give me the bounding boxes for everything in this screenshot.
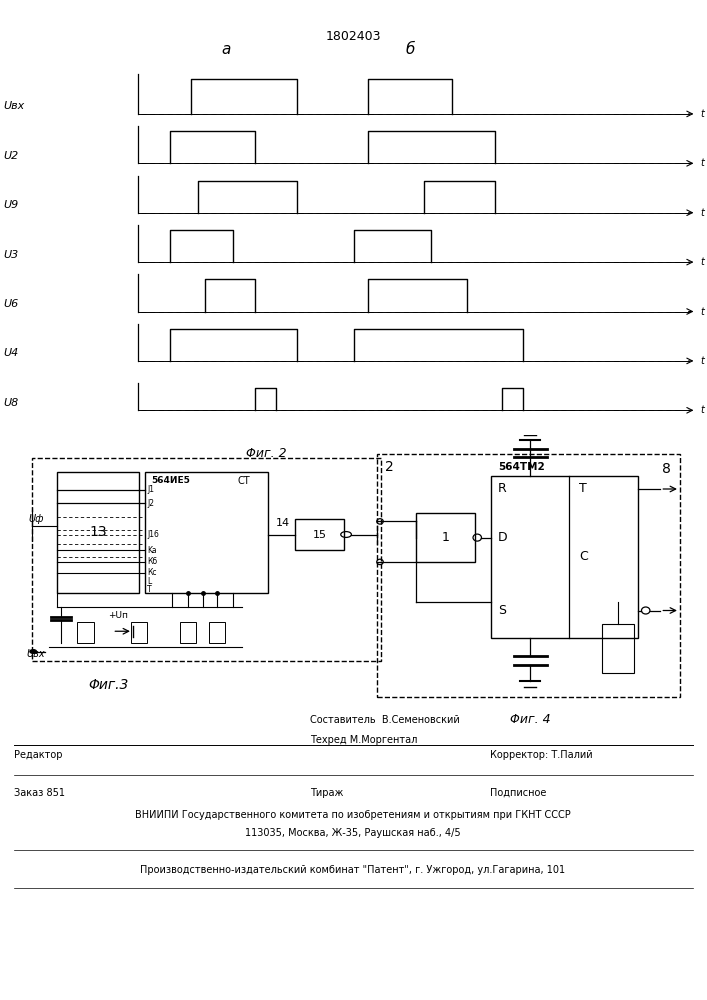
Text: Заказ 851: Заказ 851 (14, 788, 65, 798)
Text: +Uп: +Uп (108, 611, 129, 620)
Text: U9: U9 (4, 200, 19, 210)
Text: S: S (498, 604, 506, 617)
Text: Составитель  В.Семеновский: Составитель В.Семеновский (310, 715, 460, 725)
Text: 2: 2 (385, 460, 394, 474)
Text: 14: 14 (276, 518, 290, 528)
Text: J2: J2 (147, 498, 154, 508)
Text: R: R (498, 483, 506, 495)
Text: T: T (147, 585, 152, 594)
Text: 564ИЕ5: 564ИЕ5 (151, 476, 190, 485)
Text: б: б (405, 42, 415, 57)
Text: t: t (700, 405, 703, 415)
Text: U3: U3 (4, 250, 19, 260)
Text: a: a (221, 42, 231, 57)
Text: Корректор: Т.Палий: Корректор: Т.Палий (490, 750, 592, 760)
Text: Uвх: Uвх (4, 101, 25, 111)
Circle shape (30, 650, 37, 653)
Text: Φиг. 4: Φиг. 4 (510, 713, 551, 726)
Text: t: t (700, 307, 703, 317)
Text: Подписное: Подписное (490, 788, 547, 798)
Text: C: C (579, 550, 588, 563)
Text: T: T (579, 483, 587, 495)
Text: ВНИИПИ Государственного комитета по изобретениям и открытиям при ГКНТ СССР: ВНИИПИ Государственного комитета по изоб… (135, 810, 571, 820)
Text: Техред М.Моргентал: Техред М.Моргентал (310, 735, 417, 745)
Text: D: D (498, 531, 508, 544)
Text: U6: U6 (4, 299, 19, 309)
Text: 1: 1 (442, 531, 450, 544)
Text: J1: J1 (147, 485, 154, 494)
Text: 15: 15 (312, 530, 327, 540)
Text: t: t (700, 208, 703, 218)
Text: U2: U2 (4, 151, 19, 161)
Text: Uф: Uф (28, 514, 44, 524)
Text: 13: 13 (89, 525, 107, 539)
Text: t: t (700, 109, 703, 119)
Text: Φиг. 2: Φиг. 2 (246, 447, 286, 460)
Text: t: t (700, 257, 703, 267)
Text: Производственно-издательский комбинат "Патент", г. Ужгород, ул.Гагарина, 101: Производственно-издательский комбинат "П… (141, 865, 566, 875)
Text: СТ: СТ (238, 476, 250, 486)
Text: 564ТМ2: 564ТМ2 (498, 462, 544, 472)
Text: 1802403: 1802403 (326, 30, 381, 43)
Text: t: t (700, 356, 703, 366)
Text: Тираж: Тираж (310, 788, 344, 798)
Text: L: L (147, 577, 151, 586)
Text: t: t (700, 158, 703, 168)
Text: J16: J16 (147, 530, 159, 539)
Text: Ka: Ka (147, 546, 157, 555)
Text: Φиг.3: Φиг.3 (88, 678, 129, 692)
Text: Кб: Кб (147, 557, 158, 566)
Text: 113035, Москва, Ж-35, Раушская наб., 4/5: 113035, Москва, Ж-35, Раушская наб., 4/5 (245, 828, 461, 838)
Text: Кс: Кс (147, 568, 157, 577)
Text: Редактор: Редактор (14, 750, 62, 760)
Text: 8: 8 (662, 462, 671, 476)
Text: Uвх: Uвх (26, 649, 45, 659)
Text: U4: U4 (4, 348, 19, 358)
Text: U8: U8 (4, 398, 19, 408)
